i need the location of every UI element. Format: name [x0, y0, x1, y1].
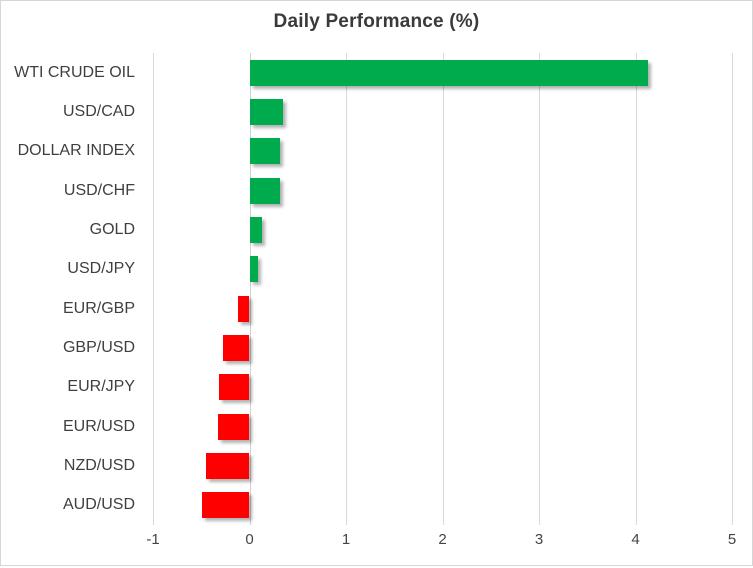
category-label: USD/CHF: [63, 181, 135, 199]
category-axis: WTI CRUDE OIL USD/CAD DOLLAR INDEX USD/CHF G…: [1, 53, 135, 525]
gridline: [442, 53, 444, 525]
gridline: [346, 53, 347, 525]
bar-gbp-usd: [223, 335, 250, 361]
category-label: WTI CRUDE OIL: [14, 63, 135, 81]
bar-gold: [249, 217, 263, 243]
zero-axis-line: [249, 53, 251, 525]
bar-eur-usd: [217, 413, 250, 440]
bar-dollar-index: [249, 138, 281, 165]
gridline: [635, 53, 637, 525]
bar-nzd-usd: [206, 453, 250, 479]
bar-wti-crude-oil: [249, 59, 649, 86]
category-label: GOLD: [89, 221, 135, 238]
category-label: NZD/USD: [63, 457, 135, 474]
bar-eur-jpy: [218, 374, 250, 401]
bar-aud-usd: [202, 492, 250, 519]
x-tick-label: -1: [146, 531, 160, 548]
x-tick-label: 0: [245, 531, 254, 548]
gridline: [732, 53, 733, 525]
x-tick-label: 3: [534, 531, 544, 548]
x-tick-label: 4: [631, 531, 640, 548]
bar-usd-chf: [249, 177, 281, 204]
x-tick-label: 2: [438, 531, 447, 548]
chart-title: Daily Performance (%): [273, 11, 480, 32]
category-label: USD/JPY: [67, 260, 135, 278]
category-label: AUD/USD: [62, 496, 135, 514]
category-label: USD/CAD: [62, 103, 135, 120]
category-label: EUR/GBP: [62, 299, 135, 317]
x-tick-label: 1: [341, 531, 351, 548]
bar-eur-gbp: [237, 295, 250, 322]
plot-area: [153, 53, 733, 525]
bar-usd-jpy: [249, 256, 259, 283]
category-label: EUR/JPY: [67, 378, 135, 396]
x-tick-label: 5: [727, 531, 737, 548]
category-label: DOLLAR INDEX: [17, 142, 135, 160]
category-label: GBP/USD: [62, 339, 135, 356]
bar-usd-cad: [249, 99, 284, 125]
category-label: EUR/USD: [62, 417, 135, 435]
gridline: [153, 53, 154, 525]
x-axis: -1 0 1 2 3 4 5: [146, 528, 736, 552]
gridline: [539, 53, 540, 525]
